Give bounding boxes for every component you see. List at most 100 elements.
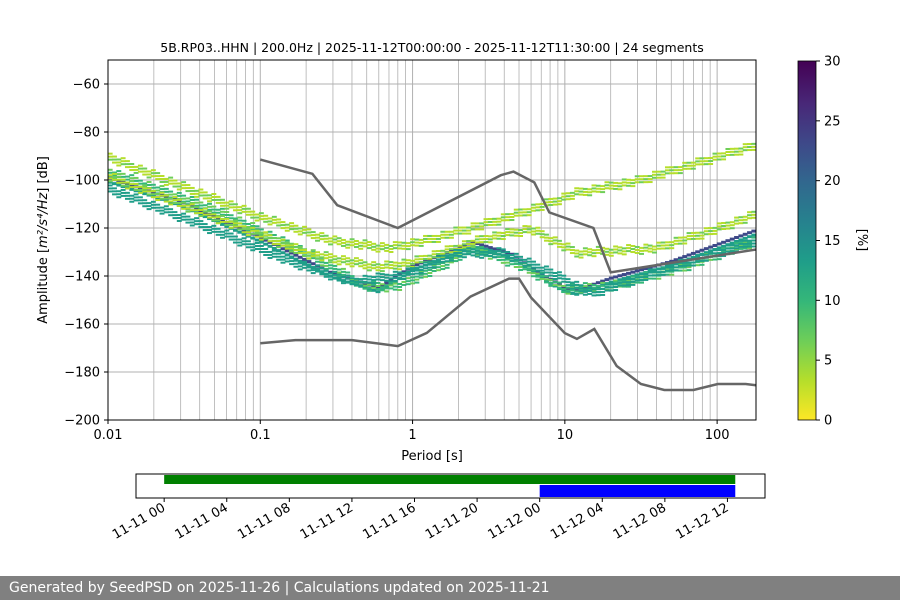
psd-cell [656, 277, 662, 280]
psd-cell [513, 265, 519, 268]
psd-cell [738, 216, 744, 219]
psd-cell [677, 263, 683, 266]
psd-cell [470, 245, 476, 248]
psd-cell [466, 243, 472, 246]
psd-cell [492, 223, 498, 226]
psd-cell [643, 246, 649, 249]
psd-cell [505, 254, 511, 257]
psd-cell [474, 249, 480, 252]
psd-cell [340, 238, 346, 241]
psd-cell [332, 270, 338, 273]
psd-cell [366, 286, 372, 289]
psd-cell [258, 238, 264, 241]
psd-cell [565, 292, 571, 295]
psd-cell [747, 242, 752, 245]
psd-cell [146, 193, 152, 196]
psd-cell [220, 207, 225, 210]
psd-cell [375, 269, 381, 272]
psd-cell [120, 175, 126, 178]
psd-cell [371, 261, 377, 264]
psd-cell [751, 245, 756, 248]
psd-cell [384, 279, 390, 282]
psd-cell [375, 275, 381, 278]
psd-cell [427, 237, 433, 240]
psd-cell [440, 230, 446, 233]
psd-cell [479, 222, 485, 225]
psd-cell [315, 236, 320, 239]
psd-cell [345, 277, 351, 280]
y-tick-label: −180 [64, 366, 100, 381]
psd-cell [440, 249, 446, 252]
psd-cell [487, 257, 493, 260]
psd-cell [310, 237, 316, 240]
psd-cell [673, 269, 679, 272]
psd-cell [461, 246, 467, 249]
psd-cell [388, 264, 394, 267]
psd-cell [708, 157, 714, 160]
psd-cell [518, 214, 524, 217]
psd-cell [116, 175, 122, 178]
psd-cell [176, 185, 182, 188]
psd-cell [626, 184, 632, 187]
psd-cell [729, 224, 735, 227]
psd-cell [112, 171, 117, 174]
psd-cell [319, 238, 325, 241]
psd-cell [289, 263, 295, 266]
psd-cell [108, 174, 113, 177]
psd-cell [202, 215, 208, 219]
psd-cell [673, 263, 679, 266]
psd-cell [569, 191, 575, 194]
psd-cell [405, 245, 411, 248]
psd-cell [241, 207, 247, 210]
psd-cell [310, 252, 316, 255]
psd-cell [241, 243, 247, 246]
psd-cell [315, 267, 320, 270]
psd-cell [656, 176, 662, 179]
psd-cell [552, 272, 558, 275]
psd-cell [181, 181, 187, 184]
psd-cell [194, 217, 200, 220]
psd-cell [712, 258, 718, 261]
psd-cell [526, 265, 532, 268]
psd-cell [241, 232, 247, 236]
psd-cell [513, 228, 519, 231]
psd-cell [172, 211, 178, 214]
psd-cell [569, 289, 575, 292]
psd-cell [181, 187, 187, 190]
psd-cell [496, 237, 502, 240]
psd-cell [652, 173, 657, 176]
psd-cell [371, 248, 377, 251]
psd-cell [142, 199, 148, 202]
psd-cell [215, 227, 221, 230]
psd-cell [639, 246, 644, 249]
psd-cell [703, 157, 709, 160]
psd-cell [112, 193, 117, 196]
psd-cell [198, 223, 204, 226]
psd-cell [414, 269, 420, 272]
psd-cell [487, 217, 493, 220]
psd-cell [232, 238, 238, 241]
psd-cell [427, 261, 433, 265]
psd-cell [379, 267, 385, 270]
psd-cell [310, 254, 316, 257]
psd-cell [245, 243, 251, 246]
psd-cell [362, 274, 368, 277]
psd-cell [470, 222, 476, 225]
psd-cell [703, 227, 709, 230]
psd-cell [686, 167, 692, 170]
psd-cell [587, 289, 593, 292]
psd-cell [345, 263, 351, 266]
psd-cell [297, 259, 303, 263]
psd-cell [108, 187, 113, 190]
psd-cell [232, 223, 238, 226]
psd-cell [388, 277, 394, 280]
psd-cell [328, 256, 333, 259]
psd-cell [531, 203, 536, 206]
timeline-ticks: 11-11 00 11-11 04 11-11 08 11-11 12 11-11 16… [110, 498, 731, 543]
psd-cell [574, 190, 580, 193]
psd-cell [626, 278, 632, 281]
psd-cell [479, 250, 485, 253]
psd-cell [284, 239, 290, 242]
psd-cell [245, 226, 251, 229]
psd-cell [315, 239, 320, 242]
